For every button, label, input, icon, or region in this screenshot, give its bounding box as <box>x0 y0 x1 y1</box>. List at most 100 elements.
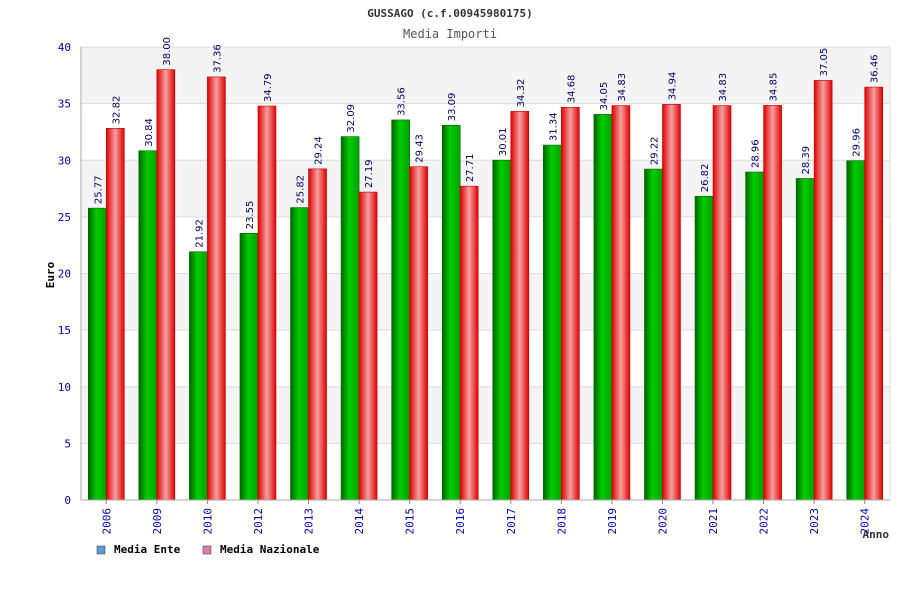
bar-ente-2012 <box>239 232 259 501</box>
bar-nazionale-2024 <box>864 86 884 501</box>
data-label: 25.82 <box>296 175 307 204</box>
bar-nazionale-2020 <box>662 104 681 501</box>
x-tick-label: 2017 <box>505 508 518 535</box>
data-label: 34.83 <box>718 73 729 102</box>
data-label: 21.92 <box>194 219 205 248</box>
bars-group: 25.77 32.82 30.84 38.00 21.92 37.36 23.55 34.79… <box>87 37 884 501</box>
y-tick-label: 25 <box>58 211 71 224</box>
y-tick-label: 10 <box>58 381 71 394</box>
chart-title: GUSSAGO (c.f.00945980175) <box>367 7 533 20</box>
data-label: 29.22 <box>649 136 660 165</box>
bar-nazionale-2023 <box>813 80 833 501</box>
bar-ente-2014 <box>340 136 360 501</box>
bar-ente-2006 <box>87 207 107 501</box>
data-label: 34.85 <box>769 73 780 102</box>
data-label: 27.71 <box>465 154 476 183</box>
bar-ente-2024 <box>846 160 866 501</box>
data-label: 32.09 <box>346 104 357 133</box>
x-axis-label: Anno <box>863 528 890 541</box>
bar-nazionale-2009 <box>156 69 176 501</box>
x-tick-label: 2020 <box>656 508 669 535</box>
bar-nazionale-2006 <box>105 128 125 501</box>
x-tick-label: 2014 <box>353 508 366 535</box>
bar-ente-2023 <box>795 178 815 501</box>
bar-nazionale-2014 <box>358 191 378 501</box>
x-tick-label: 2022 <box>758 508 771 535</box>
data-label: 28.96 <box>751 139 762 168</box>
bar-nazionale-2015 <box>409 166 428 501</box>
legend-swatch-ente <box>96 545 106 555</box>
x-tick-label: 2015 <box>404 508 417 535</box>
bar-ente-2022 <box>745 171 764 501</box>
x-tick-label: 2013 <box>303 508 316 535</box>
x-tick-label: 2019 <box>606 508 619 535</box>
bar-ente-2009 <box>138 150 158 501</box>
legend: Media Ente Media Nazionale <box>96 543 320 556</box>
bar-nazionale-2018 <box>561 106 580 501</box>
bar-nazionale-2019 <box>611 105 631 501</box>
y-tick-label: 0 <box>64 494 71 507</box>
bar-ente-2013 <box>290 207 309 501</box>
bar-ente-2016 <box>441 124 461 501</box>
data-label: 34.94 <box>667 72 678 101</box>
data-label: 34.83 <box>617 73 628 102</box>
data-label: 32.82 <box>111 96 122 125</box>
data-label: 37.36 <box>212 44 223 73</box>
x-tick-label: 2009 <box>151 508 164 535</box>
bar-ente-2017 <box>492 159 512 501</box>
x-tick-label: 2012 <box>252 508 265 535</box>
data-label: 23.55 <box>245 201 256 230</box>
x-tick-label: 2016 <box>454 508 467 535</box>
x-tick-label: 2023 <box>808 508 821 535</box>
data-label: 34.79 <box>263 73 274 102</box>
data-label: 26.82 <box>700 164 711 193</box>
legend-swatch-nazionale <box>202 545 212 555</box>
y-tick-label: 30 <box>58 154 71 167</box>
x-tick-label: 2021 <box>707 508 720 535</box>
data-label: 37.05 <box>819 48 830 77</box>
legend-label-ente: Media Ente <box>114 543 181 556</box>
bar-nazionale-2022 <box>763 105 782 501</box>
bar-nazionale-2010 <box>207 76 226 501</box>
x-tick-label: 2018 <box>555 508 568 535</box>
legend-label-nazionale: Media Nazionale <box>220 543 320 556</box>
x-tick-label: 2010 <box>201 508 214 535</box>
data-label: 33.56 <box>397 87 408 116</box>
data-label: 34.05 <box>599 82 610 111</box>
bar-nazionale-2016 <box>459 185 479 501</box>
bar-nazionale-2012 <box>257 105 277 501</box>
x-tick-label: 2024 <box>859 508 872 535</box>
data-label: 30.84 <box>144 118 155 147</box>
axes: 0 5 10 15 20 25 30 35 40 2006 2009 2010 2012 2013 2014… <box>58 41 891 535</box>
data-label: 31.34 <box>548 112 559 141</box>
bar-ente-2021 <box>694 195 714 501</box>
data-label: 29.43 <box>415 134 426 163</box>
y-axis-label: Euro <box>44 261 57 288</box>
y-tick-label: 20 <box>58 268 71 281</box>
data-label: 30.01 <box>498 127 509 156</box>
bar-ente-2020 <box>644 168 663 501</box>
data-label: 27.19 <box>364 159 375 188</box>
bar-ente-2010 <box>189 251 208 501</box>
data-label: 29.24 <box>314 136 325 165</box>
y-tick-label: 5 <box>64 437 71 450</box>
bar-nazionale-2013 <box>308 168 327 501</box>
y-tick-label: 40 <box>58 41 71 54</box>
data-label: 29.96 <box>852 128 863 157</box>
bar-ente-2015 <box>391 119 410 501</box>
chart-subtitle: Media Importi <box>403 27 497 41</box>
data-label: 33.09 <box>447 93 458 122</box>
data-label: 36.46 <box>870 54 881 83</box>
x-tick-label: 2006 <box>100 508 113 535</box>
bar-ente-2018 <box>543 144 562 501</box>
bar-nazionale-2021 <box>712 105 732 501</box>
data-label: 34.32 <box>516 79 527 108</box>
bar-ente-2019 <box>593 114 613 501</box>
bar-nazionale-2017 <box>510 111 530 501</box>
data-label: 34.68 <box>566 75 577 104</box>
data-label: 38.00 <box>162 37 173 66</box>
y-tick-label: 15 <box>58 324 71 337</box>
y-tick-label: 35 <box>58 98 71 111</box>
data-label: 25.77 <box>93 176 104 205</box>
